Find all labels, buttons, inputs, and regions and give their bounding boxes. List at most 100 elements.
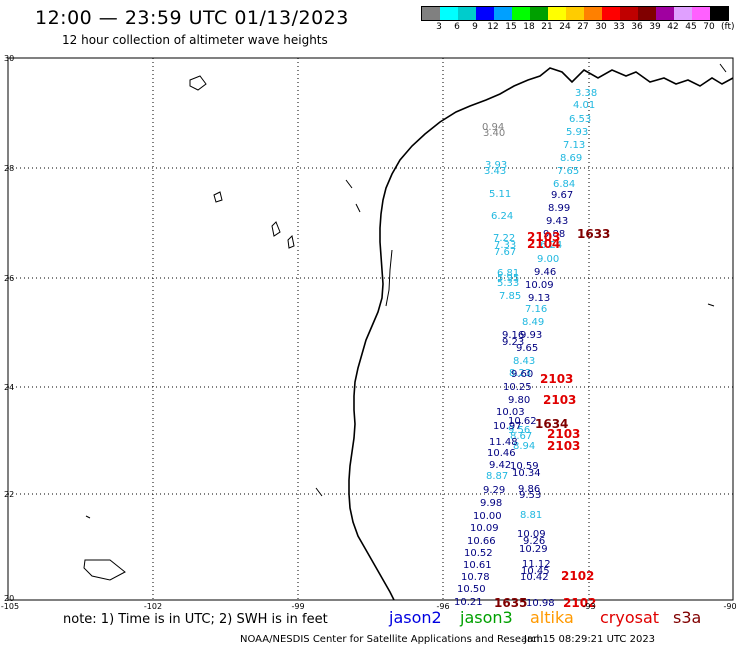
wave-height-value: 5.11	[489, 189, 511, 200]
color-scale-bar	[421, 6, 729, 21]
wave-height-value: 9.42	[489, 460, 511, 471]
color-scale-label: 27	[577, 22, 589, 32]
wave-height-value: 9.60	[511, 369, 533, 380]
wave-height-value: 9.53	[519, 490, 541, 501]
color-swatch	[548, 7, 566, 20]
wave-height-value: 5.33	[497, 278, 519, 289]
wave-height-value: 10.42	[520, 572, 549, 583]
wave-height-value: 9.13	[528, 293, 550, 304]
color-swatch	[512, 7, 530, 20]
wave-height-value: 7.16	[525, 304, 547, 315]
lon-label-90: -90	[723, 602, 737, 611]
color-scale-unit: (ft)	[721, 22, 735, 32]
color-scale-label: 39	[649, 22, 661, 32]
wave-height-value: 9.86	[518, 484, 540, 495]
cycle-labels: 1633210321042103210316342103210321021635…	[494, 227, 610, 610]
wave-height-value: 10.59	[510, 461, 539, 472]
wave-height-value: 5.95	[497, 273, 519, 284]
wave-height-value: 7.85	[499, 291, 521, 302]
lon-label-105: -105	[0, 602, 20, 611]
color-scale-label: 33	[613, 22, 625, 32]
color-swatch	[656, 7, 674, 20]
island-outline	[83, 559, 126, 581]
wave-height-value: 8.43	[513, 356, 535, 367]
wave-height-value: 9.80	[508, 395, 530, 406]
wave-height-value: 10.09	[517, 529, 546, 540]
lake-outline	[189, 75, 207, 91]
river-outline	[315, 63, 727, 497]
sat-jason3: jason3	[460, 608, 513, 627]
wave-height-value: 8.87	[486, 471, 508, 482]
color-swatch	[638, 7, 656, 20]
cycle-pass-label: 2104	[527, 237, 560, 251]
color-swatch	[602, 7, 620, 20]
footer-timestamp: Jan 15 08:29:21 UTC 2023	[524, 634, 656, 645]
wave-height-value: 10.21	[454, 597, 483, 608]
color-swatch	[458, 7, 476, 20]
wave-height-value: 10.00	[473, 511, 502, 522]
color-swatch	[620, 7, 638, 20]
wave-height-value: 5.93	[566, 127, 588, 138]
wave-height-value: 10.45	[521, 566, 550, 577]
wave-height-value: 6.53	[569, 114, 591, 125]
map-frame	[7, 57, 734, 601]
color-swatch	[584, 7, 602, 20]
wave-height-value: 6.24	[491, 211, 513, 222]
lat-label-28: 28	[4, 164, 15, 173]
wave-height-value: 10.09	[525, 280, 554, 291]
wave-height-value: 9.98	[480, 498, 502, 509]
lon-label-102: -102	[143, 602, 163, 611]
lat-label-26: 26	[4, 274, 15, 283]
cycle-pass-label: 1634	[535, 417, 568, 431]
wave-height-value: 9.56	[508, 425, 530, 436]
footer-note: note: 1) Time is in UTC; 2) SWH is in fe…	[63, 612, 328, 627]
sat-cryosat: cryosat	[600, 608, 660, 627]
wave-height-value: 11.12	[522, 559, 551, 570]
wave-height-value: 9.93	[520, 330, 542, 341]
color-scale-label: 45	[685, 22, 697, 32]
wave-height-value: 10.66	[467, 536, 496, 547]
lon-label-99: -99	[291, 602, 305, 611]
lat-label-30: 30	[4, 54, 15, 63]
wave-height-value: 6.81	[497, 268, 519, 279]
wave-height-value: 10.61	[463, 560, 492, 571]
wave-height-value: 10.29	[519, 544, 548, 555]
wave-height-value: 8.81	[520, 510, 542, 521]
wave-height-value: 6.24	[540, 240, 562, 251]
wave-height-value: 10.50	[457, 584, 486, 595]
lake-outline-3	[271, 221, 295, 249]
color-scale-label: 3	[436, 22, 442, 32]
wave-height-value: 6.84	[553, 179, 575, 190]
wave-height-value: 8.69	[560, 153, 582, 164]
wave-height-value: 8.23	[509, 368, 531, 379]
cycle-pass-label: 2102	[563, 596, 596, 610]
color-scale-label: 9	[472, 22, 478, 32]
color-scale-label: 36	[631, 22, 643, 32]
wave-height-value: 8.94	[513, 441, 535, 452]
page-subtitle: 12 hour collection of altimeter wave hei…	[62, 33, 328, 47]
lat-label-24: 24	[4, 383, 15, 392]
wave-height-value: 7.33	[494, 240, 516, 251]
cycle-pass-label: 2103	[540, 372, 573, 386]
color-swatch	[422, 7, 440, 20]
color-swatch	[440, 7, 458, 20]
color-scale-label: 12	[487, 22, 499, 32]
wave-height-value: 7.13	[563, 140, 585, 151]
wave-height-value: 7.22	[493, 233, 515, 244]
wave-height-value: 3.38	[575, 88, 597, 99]
wave-height-value: 9.29	[483, 485, 505, 496]
wave-height-value: 10.46	[487, 448, 516, 459]
color-scale-label: 18	[523, 22, 535, 32]
wave-height-value: 10.52	[464, 548, 493, 559]
color-scale-label: 6	[454, 22, 460, 32]
gulf-coastline	[348, 67, 734, 601]
cycle-pass-label: 2103	[547, 427, 580, 441]
color-scale-label: 24	[559, 22, 571, 32]
cycle-pass-label: 2103	[547, 439, 580, 453]
lake-outline-2	[213, 191, 223, 203]
footer-credit: NOAA/NESDIS Center for Satellite Applica…	[240, 634, 543, 645]
wave-height-value: 9.88	[543, 229, 565, 240]
wave-height-value: 9.00	[537, 254, 559, 265]
lon-label-96: -96	[436, 602, 450, 611]
wave-height-value: 0.94	[482, 122, 504, 133]
